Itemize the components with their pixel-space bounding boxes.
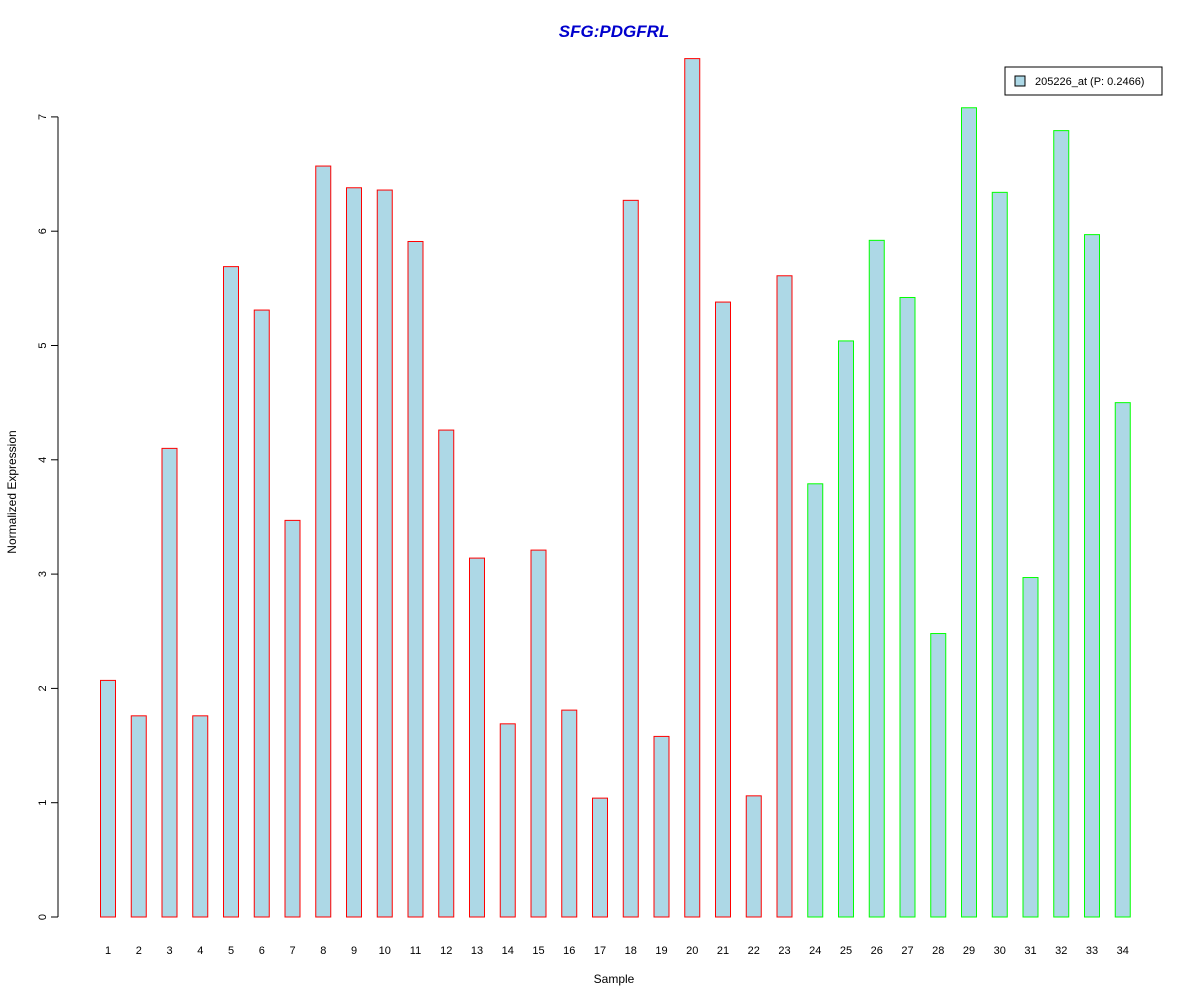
bar-sample-21 bbox=[715, 301, 731, 918]
bar-sample-11 bbox=[407, 240, 424, 918]
x-tick-label: 33 bbox=[1086, 945, 1098, 957]
x-tick-label: 1 bbox=[105, 945, 111, 957]
bar-sample-13 bbox=[469, 557, 485, 918]
x-tick-label: 23 bbox=[778, 945, 790, 957]
x-tick-label: 6 bbox=[259, 945, 265, 957]
bars-group bbox=[100, 58, 1131, 918]
y-tick-label: 5 bbox=[37, 342, 49, 348]
bar-sample-9 bbox=[346, 187, 362, 918]
bar-sample-19 bbox=[653, 735, 670, 918]
bar-sample-10 bbox=[376, 189, 393, 918]
bar-sample-3 bbox=[161, 447, 178, 918]
bar-sample-12 bbox=[438, 429, 455, 918]
bar-sample-7 bbox=[284, 519, 301, 918]
bar-sample-28 bbox=[930, 633, 947, 918]
bar-sample-29 bbox=[961, 107, 977, 918]
bar-sample-1 bbox=[100, 679, 116, 918]
bar-sample-6 bbox=[253, 309, 270, 918]
bar-sample-30 bbox=[991, 191, 1008, 918]
bar-sample-5 bbox=[223, 266, 239, 918]
bar-sample-33 bbox=[1084, 234, 1100, 918]
y-axis: 0 1 2 3 4 5 6 7 bbox=[37, 114, 59, 920]
x-tick-label: 2 bbox=[136, 945, 142, 957]
x-tick-label: 8 bbox=[320, 945, 326, 957]
legend-swatch bbox=[1014, 75, 1026, 87]
x-tick-label: 27 bbox=[901, 945, 913, 957]
bar-sample-27 bbox=[899, 296, 916, 918]
x-tick-label: 9 bbox=[351, 945, 357, 957]
bar-sample-14 bbox=[499, 723, 516, 918]
x-tick-label: 7 bbox=[289, 945, 295, 957]
bar-sample-18 bbox=[622, 199, 639, 918]
x-tick-label: 3 bbox=[166, 945, 172, 957]
x-tick-label: 20 bbox=[686, 945, 698, 957]
x-tick-label: 4 bbox=[197, 945, 203, 957]
y-tick-label: 2 bbox=[37, 685, 49, 691]
x-tick-label: 30 bbox=[994, 945, 1006, 957]
bar-sample-4 bbox=[192, 715, 209, 918]
bar-sample-8 bbox=[315, 165, 332, 918]
x-axis-title: Sample bbox=[594, 972, 635, 986]
x-tick-label: 13 bbox=[471, 945, 483, 957]
bar-sample-25 bbox=[838, 340, 854, 918]
y-tick-label: 3 bbox=[37, 571, 49, 577]
bar-sample-26 bbox=[868, 239, 885, 918]
x-tick-label: 12 bbox=[440, 945, 452, 957]
y-tick-label: 6 bbox=[37, 228, 49, 234]
bar-sample-34 bbox=[1114, 402, 1131, 918]
bar-sample-20 bbox=[684, 58, 701, 918]
x-tick-label: 10 bbox=[379, 945, 391, 957]
x-tick-label: 29 bbox=[963, 945, 975, 957]
y-tick-label: 7 bbox=[37, 114, 49, 120]
x-tick-label: 34 bbox=[1117, 945, 1129, 957]
legend-box bbox=[1004, 66, 1163, 96]
bar-sample-31 bbox=[1022, 577, 1039, 918]
x-tick-label: 24 bbox=[809, 945, 821, 957]
x-tick-label: 14 bbox=[502, 945, 514, 957]
x-tick-label: 5 bbox=[228, 945, 234, 957]
y-axis-title: Normalized Expression bbox=[5, 430, 19, 553]
y-tick-label: 0 bbox=[37, 914, 49, 920]
bar-sample-24 bbox=[807, 483, 824, 918]
bar-sample-32 bbox=[1053, 130, 1070, 918]
x-tick-label: 21 bbox=[717, 945, 729, 957]
chart-title: SFG:PDGFRL bbox=[559, 22, 670, 41]
x-tick-label: 16 bbox=[563, 945, 575, 957]
x-tick-label: 19 bbox=[655, 945, 667, 957]
x-tick-label: 11 bbox=[410, 945, 421, 957]
bar-sample-2 bbox=[130, 715, 147, 918]
x-tick-label: 32 bbox=[1055, 945, 1067, 957]
x-tick-label: 28 bbox=[932, 945, 944, 957]
x-tick-label: 25 bbox=[840, 945, 852, 957]
legend: 205226_at (P: 0.2466) bbox=[1004, 66, 1163, 96]
bar-sample-16 bbox=[561, 709, 578, 918]
bar-sample-23 bbox=[776, 275, 793, 918]
x-tick-label: 22 bbox=[748, 945, 760, 957]
bar-sample-22 bbox=[745, 795, 762, 918]
y-tick-label: 1 bbox=[37, 800, 49, 806]
bar-sample-17 bbox=[592, 797, 608, 918]
bar-sample-15 bbox=[530, 549, 547, 918]
legend-label: 205226_at (P: 0.2466) bbox=[1035, 76, 1144, 88]
x-tick-label: 31 bbox=[1024, 945, 1036, 957]
y-tick-label: 4 bbox=[37, 457, 49, 463]
x-tick-label: 15 bbox=[532, 945, 544, 957]
x-tick-label: 26 bbox=[871, 945, 883, 957]
x-tick-label: 18 bbox=[625, 945, 637, 957]
x-tick-label: 17 bbox=[594, 945, 606, 957]
x-tick-labels: 1 2 3 4 5 6 7 8 9 10 11 12 13 14 15 16 17 18 19 20 21 22 23 24 2… bbox=[105, 945, 1129, 957]
